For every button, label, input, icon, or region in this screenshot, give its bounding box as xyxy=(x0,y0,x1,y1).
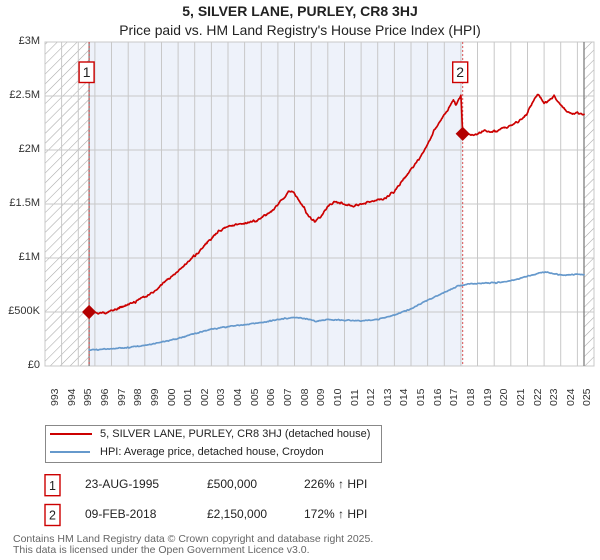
svg-text:2: 2 xyxy=(456,64,464,80)
svg-text:1: 1 xyxy=(83,64,91,80)
